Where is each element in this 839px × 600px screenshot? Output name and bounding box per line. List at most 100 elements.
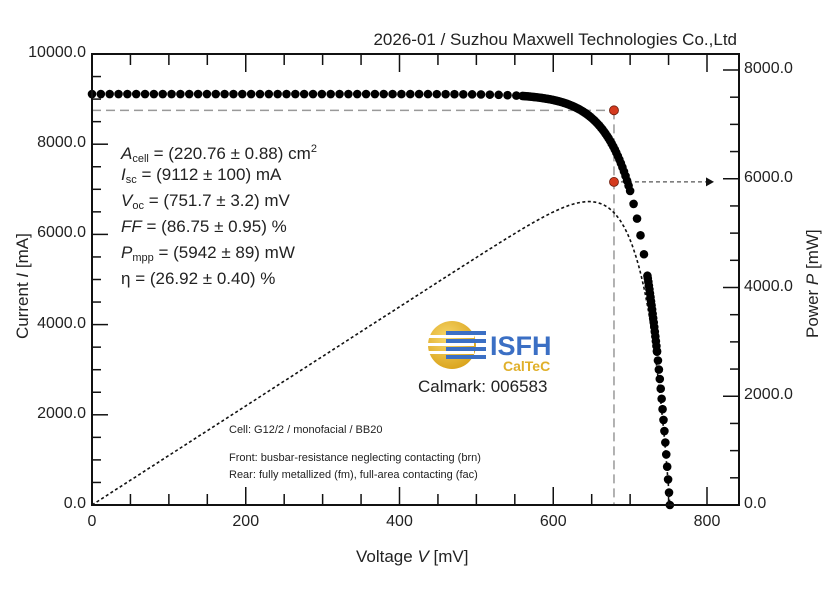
iv-data-point <box>308 89 318 99</box>
param-pmpp: Pmpp = (5942 ± 89) mW <box>121 243 295 264</box>
note-cell: Cell: G12/2 / monofacial / BB20 <box>229 424 383 436</box>
iv-data-point <box>352 89 362 99</box>
param-eta: η = (26.92 ± 0.40) % <box>121 269 276 288</box>
param-area: Acell = (220.76 ± 0.88) cm2 <box>121 143 317 165</box>
y-left-tick-label: 10000.0 <box>28 44 86 61</box>
iv-data-point <box>291 89 300 99</box>
cell-parameters: Acell = (220.76 ± 0.88) cm2 Isc = (9112 … <box>121 136 317 292</box>
isfh-caltec-logo: ISFH CalTeC <box>428 321 552 374</box>
y-left-tick-label: 0.0 <box>63 495 86 512</box>
power-curve <box>91 200 671 506</box>
iv-data-point <box>344 89 353 99</box>
note-rear: Rear: fully metallized (fm), full-area c… <box>229 469 478 481</box>
iv-data-point <box>652 347 662 357</box>
iv-data-point <box>659 415 668 425</box>
iv-data-point <box>299 89 309 99</box>
iv-data-point <box>370 89 380 99</box>
iv-data-point <box>282 89 291 99</box>
mpp-current-marker <box>609 105 619 116</box>
iv-data-point <box>123 89 132 99</box>
arrow-right-icon <box>706 177 714 187</box>
iv-data-point <box>661 450 671 459</box>
param-isc: Isc = (9112 ± 100) mA <box>121 165 282 186</box>
y-right-tick-label: 0.0 <box>744 495 767 512</box>
iv-data-point <box>423 89 433 99</box>
iv-data-point <box>114 89 123 99</box>
iv-data-point <box>149 89 159 99</box>
iv-data-point <box>105 89 114 99</box>
iv-data-point <box>317 89 327 99</box>
y-right-tick-label: 6000.0 <box>744 168 793 186</box>
iv-data-point <box>193 89 203 99</box>
iv-data-point <box>326 89 335 99</box>
y-right-tick-label: 4000.0 <box>744 277 793 295</box>
y-left-tick-label: 8000.0 <box>37 134 86 152</box>
iv-data-point <box>450 89 459 99</box>
iv-data-point <box>397 89 406 99</box>
iv-data-point <box>176 89 185 99</box>
x-tick-label: 600 <box>539 513 567 530</box>
iv-data-point <box>388 89 397 99</box>
iv-data-point <box>636 231 645 240</box>
y-right-tick-label: 2000.0 <box>744 386 793 404</box>
iv-data-point <box>632 214 642 223</box>
y-axis-right-label: Power P [mW] <box>803 229 822 338</box>
iv-data-point <box>96 89 106 99</box>
iv-data-point <box>202 89 212 99</box>
y-axis-left-label: Current I [mA] <box>13 233 32 339</box>
iv-data-point <box>414 89 424 99</box>
iv-data-point <box>503 90 512 100</box>
iv-data-point <box>476 90 486 99</box>
iv-data-point <box>158 89 168 99</box>
iv-data-point <box>653 356 663 365</box>
iv-data-point <box>467 90 477 99</box>
iv-data-point <box>184 89 194 99</box>
iv-data-point <box>664 488 674 497</box>
iv-data-point <box>229 89 238 99</box>
iv-data-point <box>459 89 468 99</box>
iv-data-point <box>131 89 141 99</box>
logo-stripes <box>446 331 486 359</box>
x-axis-label: Voltage V [mV] <box>356 547 469 566</box>
y-left-tick-label: 6000.0 <box>37 224 86 242</box>
iv-data-point <box>625 186 635 196</box>
logo-name: ISFH <box>490 331 552 361</box>
iv-data-point <box>662 462 672 471</box>
iv-data-point <box>237 89 247 99</box>
iv-data-point <box>335 89 344 99</box>
iv-data-point <box>661 438 670 447</box>
calmark-number: Calmark: 006583 <box>418 377 548 396</box>
iv-data-point <box>211 89 221 99</box>
x-tick-label: 400 <box>386 513 413 530</box>
iv-data-point <box>660 426 669 436</box>
iv-data-point <box>264 89 274 99</box>
mpp-power-marker <box>609 177 619 187</box>
iv-data-point <box>656 384 666 394</box>
iv-data-point <box>255 89 265 99</box>
iv-data-point <box>361 89 371 99</box>
iv-data-point <box>629 199 638 209</box>
iv-data-point <box>140 89 150 99</box>
param-voc: Voc = (751.7 ± 3.2) mV <box>121 191 290 212</box>
x-tick-label: 800 <box>693 513 721 530</box>
iv-data-point <box>494 90 503 100</box>
x-tick-label: 200 <box>232 513 260 530</box>
y-left-tick-label: 2000.0 <box>37 404 86 422</box>
iv-data-point <box>485 90 495 99</box>
iv-data-point <box>657 394 666 404</box>
iv-data-point <box>654 365 664 374</box>
iv-data-point <box>512 91 521 100</box>
iv-data-point <box>167 89 176 99</box>
x-tick-label: 0 <box>87 513 97 530</box>
param-ff: FF = (86.75 ± 0.95) % <box>121 217 287 236</box>
iv-data-point <box>379 89 389 99</box>
y-left-tick-label: 4000.0 <box>37 314 86 332</box>
iv-data-point <box>639 249 649 259</box>
note-front: Front: busbar-resistance neglecting cont… <box>229 452 481 464</box>
iv-data-point <box>658 404 667 414</box>
iv-data-point <box>220 89 229 99</box>
iv-data-point <box>441 89 450 99</box>
iv-data-point <box>246 89 256 99</box>
report-header: 2026-01 / Suzhou Maxwell Technologies Co… <box>373 30 737 49</box>
